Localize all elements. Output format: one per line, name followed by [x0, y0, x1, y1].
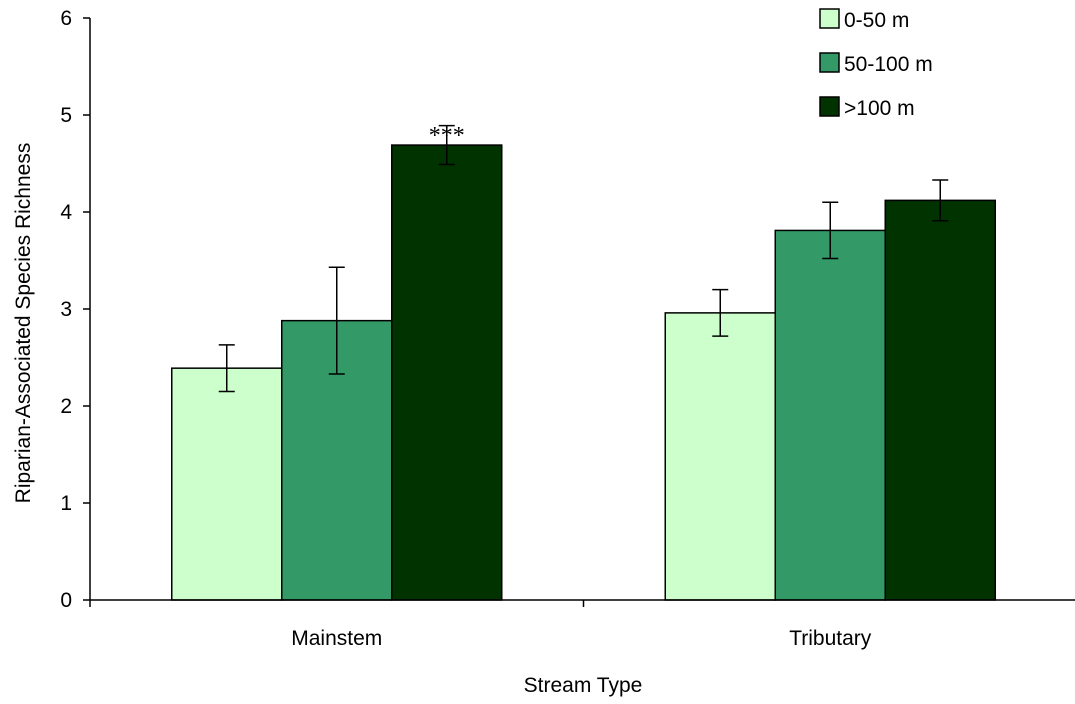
- x-categories-layer: Mainstem Tributary: [89, 600, 872, 650]
- x-axis-title: Stream Type: [524, 674, 643, 697]
- bar-1-mainstem: [171, 367, 283, 601]
- y-tick-label: 0: [60, 589, 72, 612]
- error-bars-layer: [218, 124, 949, 393]
- y-tick-label: 1: [60, 492, 72, 515]
- error-bar: [328, 266, 345, 375]
- x-category-label: Mainstem: [291, 627, 382, 650]
- bar-2-tributary: [774, 229, 886, 601]
- y-tick-label: 6: [60, 7, 72, 30]
- y-tick-label: 4: [60, 201, 72, 224]
- error-bar: [822, 201, 839, 260]
- legend-swatch: [819, 52, 840, 73]
- y-axis-title: Riparian-Associated Species Richness: [12, 143, 35, 504]
- legend-label: >100 m: [844, 97, 915, 120]
- bars-layer: [171, 144, 996, 601]
- legend-swatch: [819, 96, 840, 117]
- significance-annotation: ***: [429, 123, 465, 149]
- y-tick-label: 2: [60, 395, 72, 418]
- y-tick-label: 3: [60, 298, 72, 321]
- bar-3-mainstem: [391, 144, 503, 601]
- error-bar: [438, 124, 455, 166]
- annotations-layer: ***: [429, 123, 465, 149]
- legend-swatch: [819, 8, 840, 29]
- bar-3-tributary: [884, 199, 996, 601]
- y-ticks-layer: 0 1 2 3 4 5 6: [60, 7, 90, 612]
- legend-label: 50-100 m: [844, 53, 933, 76]
- legend: 0-50 m 50-100 m >100 m: [819, 8, 933, 120]
- error-bar: [712, 288, 729, 337]
- x-category-label: Tributary: [789, 627, 872, 650]
- legend-label: 0-50 m: [844, 9, 909, 32]
- error-bar: [218, 344, 235, 393]
- y-tick-label: 5: [60, 104, 72, 127]
- error-bar: [932, 179, 949, 222]
- bar-1-tributary: [664, 312, 776, 601]
